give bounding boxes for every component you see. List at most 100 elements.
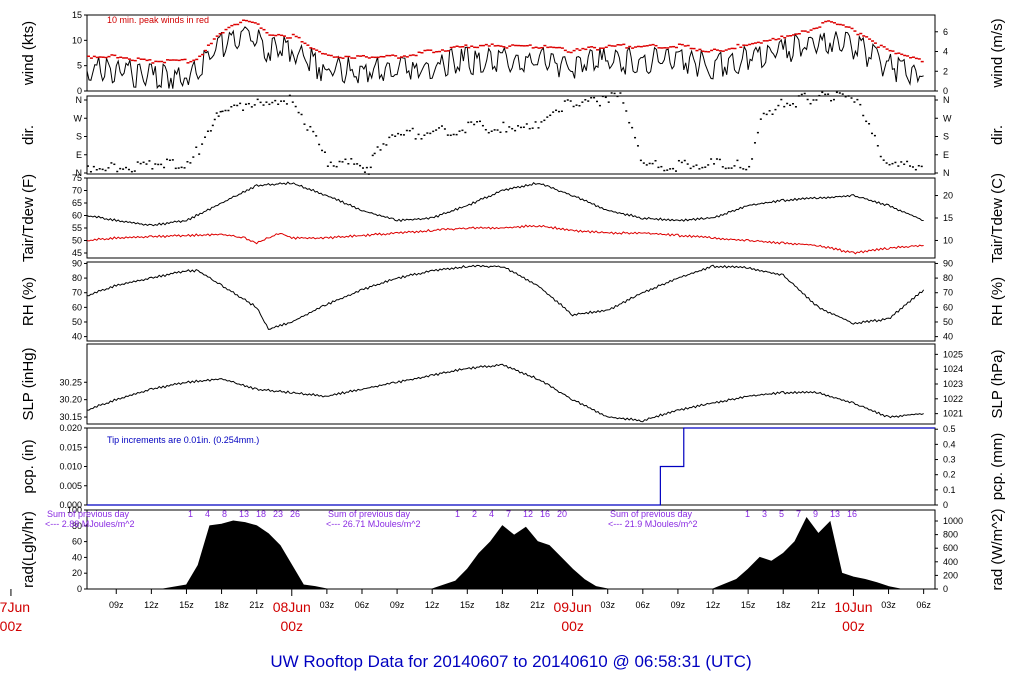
pcp-ytick-right-label: 0.4 bbox=[943, 439, 956, 449]
temp-ytick-label: 50 bbox=[72, 236, 82, 246]
dir-point bbox=[189, 162, 192, 164]
slp-ylabel: SLP (inHg) bbox=[20, 347, 37, 420]
wind-point bbox=[160, 60, 164, 63]
dir-point bbox=[280, 100, 283, 102]
dir-point bbox=[821, 91, 824, 94]
dir-point bbox=[882, 159, 885, 161]
wind-point bbox=[674, 46, 678, 49]
wind-point bbox=[835, 23, 839, 26]
dir-point bbox=[677, 159, 680, 162]
wind-point bbox=[98, 56, 102, 58]
wind-ytick-right-label: 4 bbox=[943, 47, 948, 57]
dir-point bbox=[116, 170, 119, 173]
wind-point bbox=[505, 47, 509, 49]
wind-point bbox=[221, 31, 225, 34]
wind-point bbox=[189, 60, 193, 63]
wind-point bbox=[344, 55, 348, 58]
wind-point bbox=[414, 54, 418, 57]
solar-hour-tick: 5 bbox=[779, 509, 784, 519]
wind-point bbox=[95, 56, 99, 59]
wind-point bbox=[391, 54, 395, 56]
dir-point bbox=[663, 169, 666, 172]
solar-hour-tick: 26 bbox=[290, 509, 300, 519]
dir-point bbox=[900, 161, 903, 163]
dir-point bbox=[359, 164, 362, 167]
dir-point bbox=[125, 166, 128, 169]
dir-ytick-label: N bbox=[76, 95, 83, 105]
dir-point bbox=[98, 168, 101, 170]
wind-point bbox=[89, 57, 93, 59]
dir-point bbox=[213, 118, 216, 121]
dir-point bbox=[648, 162, 651, 165]
wind-point bbox=[911, 56, 915, 58]
dir-point bbox=[642, 162, 645, 164]
wind-point bbox=[873, 42, 877, 44]
wind-point bbox=[707, 51, 711, 53]
wind-point bbox=[572, 49, 576, 52]
dir-point bbox=[291, 101, 294, 103]
rh-ytick-label: 50 bbox=[72, 317, 82, 327]
wind-point bbox=[487, 45, 491, 47]
wind-point bbox=[265, 31, 269, 34]
dir-point bbox=[873, 134, 876, 137]
dir-point bbox=[438, 127, 441, 129]
solar-sum-label: Sum of previous day bbox=[47, 509, 130, 519]
dir-point bbox=[502, 121, 505, 124]
wind-point bbox=[142, 58, 146, 61]
panel-temp: Tair/Tdew (F) Tair/Tdew (C) 45 50 55 60 65 70 75… bbox=[20, 173, 1006, 263]
dir-point bbox=[356, 163, 359, 165]
wind-point bbox=[806, 31, 810, 33]
dir-point bbox=[414, 138, 417, 140]
dir-point bbox=[157, 163, 160, 166]
dir-point bbox=[891, 162, 894, 165]
dir-point bbox=[713, 163, 716, 165]
wind-point bbox=[490, 43, 494, 45]
wind-point bbox=[163, 61, 167, 64]
wind-point bbox=[698, 48, 702, 51]
day-date-label: 08Jun bbox=[273, 599, 311, 615]
dir-point bbox=[762, 112, 765, 115]
rad-ylabel-right: rad (W/m^2) bbox=[989, 508, 1006, 590]
wind-point bbox=[590, 46, 594, 48]
wind-point bbox=[318, 50, 322, 53]
rh-ytick-label: 40 bbox=[72, 332, 82, 342]
wind-point bbox=[566, 51, 570, 53]
dir-point bbox=[127, 168, 130, 171]
wind-point bbox=[446, 50, 450, 52]
wind-point bbox=[882, 46, 886, 48]
dir-point bbox=[110, 162, 113, 164]
dir-point bbox=[247, 102, 250, 105]
pcp-ytick-label: 0.010 bbox=[59, 462, 82, 472]
wind-point bbox=[628, 45, 632, 48]
dir-point bbox=[371, 154, 374, 157]
solar-sum-value: <--- 2.88 MJoules/m^2 bbox=[45, 519, 135, 529]
dir-point bbox=[660, 165, 663, 168]
dir-point bbox=[481, 124, 484, 127]
wind-point bbox=[525, 44, 529, 47]
pcp-ytick-right-label: 0 bbox=[943, 500, 948, 510]
wind-point bbox=[809, 29, 813, 31]
wind-point bbox=[145, 59, 149, 62]
wind-point bbox=[198, 55, 202, 58]
dir-point bbox=[669, 168, 672, 170]
wind-ytick-label: 10 bbox=[72, 35, 82, 45]
dir-ytick-right-label: S bbox=[943, 132, 949, 142]
wind-point bbox=[651, 43, 655, 46]
wind-point bbox=[575, 48, 579, 50]
wind-point bbox=[186, 62, 190, 64]
wind-point bbox=[165, 59, 169, 61]
wind-point bbox=[449, 46, 453, 49]
dir-point bbox=[329, 161, 332, 164]
dir-point bbox=[104, 169, 107, 172]
dir-point bbox=[598, 104, 601, 107]
wind-point bbox=[683, 45, 687, 47]
dir-point bbox=[739, 166, 742, 169]
wind-point bbox=[297, 36, 301, 39]
wind-point bbox=[841, 24, 845, 26]
rad-ytick-right-label: 400 bbox=[943, 557, 958, 567]
x-axis-layer: 09z 12z 15z 18z 21z 03z 06z 09z 12z 15z 18z 21z 03z 0… bbox=[0, 589, 931, 634]
dir-point bbox=[543, 119, 546, 122]
wind-point bbox=[721, 50, 725, 52]
solar-sum-label: Sum of previous day bbox=[610, 509, 693, 519]
